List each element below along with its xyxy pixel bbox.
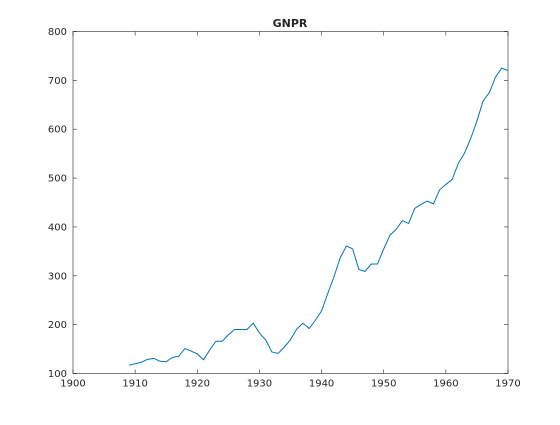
x-tick-label: 1970: [495, 379, 520, 390]
x-tick-label: 1960: [433, 379, 458, 390]
x-tick-label: 1900: [60, 379, 85, 390]
x-axis-tick-labels: 1900 1910 1920 1930 1940 1950 1960 1970: [60, 379, 520, 390]
x-tick-label: 1950: [371, 379, 396, 390]
series-line: [128, 67, 509, 366]
y-tick-label: 200: [48, 320, 67, 331]
x-tick-label: 1920: [185, 379, 210, 390]
y-tick-label: 400: [48, 222, 67, 233]
y-tick-label: 300: [48, 271, 67, 282]
axis-ticks: [72, 31, 509, 374]
y-tick-label: 800: [48, 27, 67, 38]
x-tick-label: 1940: [309, 379, 334, 390]
series-layer: [128, 67, 509, 366]
y-tick-label: 600: [48, 125, 67, 136]
plot-area: [72, 31, 509, 374]
chart-title: GNPR: [273, 17, 308, 30]
y-tick-label: 500: [48, 174, 67, 185]
x-tick-label: 1910: [122, 379, 147, 390]
y-axis-tick-labels: 100 200 300 400 500 600 700 800: [48, 27, 67, 380]
y-tick-label: 700: [48, 76, 67, 87]
x-tick-label: 1930: [247, 379, 272, 390]
y-tick-label: 100: [48, 369, 67, 380]
